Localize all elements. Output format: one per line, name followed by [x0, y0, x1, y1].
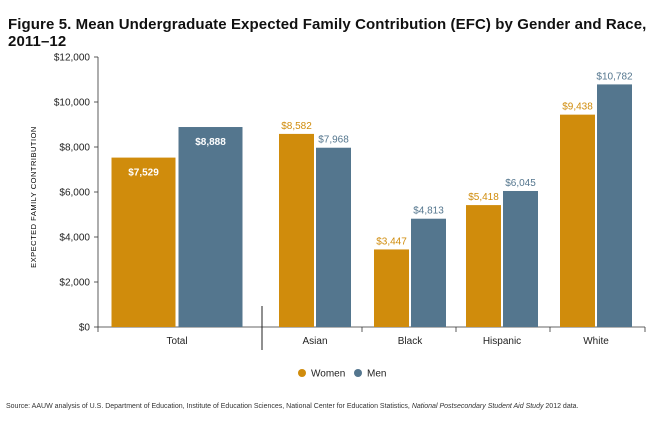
data-label-women-white: $9,438: [562, 102, 593, 113]
x-tick-label: Asian: [302, 336, 327, 347]
legend-marker-men: [354, 369, 362, 377]
legend: Women Men: [298, 369, 386, 380]
x-tick-label: Total: [166, 336, 187, 347]
x-tick-label: Hispanic: [483, 336, 521, 347]
data-label-men-asian: $7,968: [318, 135, 349, 146]
source-text: Source: AAUW analysis of U.S. Department…: [6, 403, 412, 410]
data-label-women-black: $3,447: [376, 236, 407, 247]
y-tick-label: $10,000: [54, 98, 91, 109]
y-tick-label: $4,000: [59, 233, 90, 244]
source-suffix: 2012 data.: [543, 403, 579, 410]
x-tick-label: White: [583, 336, 609, 347]
data-label-men-black: $4,813: [413, 206, 444, 217]
bar-women-black: [374, 249, 409, 327]
y-tick-label: $12,000: [54, 53, 91, 64]
data-label-men-hispanic: $6,045: [505, 178, 536, 189]
bar-women-total: [111, 157, 176, 327]
data-label-men-total: $8,888: [195, 137, 226, 148]
bar-women-hispanic: [466, 205, 501, 327]
source-note: Source: AAUW analysis of U.S. Department…: [6, 403, 651, 410]
data-label-men-white: $10,782: [596, 71, 633, 82]
x-tick-label: Black: [398, 336, 423, 347]
data-label-women-total: $7,529: [128, 168, 159, 179]
legend-marker-women: [298, 369, 306, 377]
bar-men-black: [411, 218, 446, 327]
bar-women-asian: [279, 133, 314, 327]
data-label-layer: $7,529 $8,582 $3,447 $5,418 $9,438 $8,888 $7,9…: [128, 71, 633, 247]
bar-women-white: [560, 114, 595, 328]
y-tick-label: $8,000: [59, 143, 90, 154]
bar-men-white: [597, 84, 632, 327]
y-axis-label: EXPECTED FAMILY CONTRIBUTION: [29, 126, 38, 268]
source-study-name: National Postsecondary Student Aid Study: [411, 403, 544, 410]
legend-label-men: Men: [367, 369, 386, 380]
y-tick-label: $2,000: [59, 278, 90, 289]
bar-men-total: [178, 127, 243, 328]
bar-layer: [111, 84, 632, 328]
y-tick-label: $6,000: [59, 188, 90, 199]
y-tick-label: $0: [79, 323, 91, 334]
bar-men-hispanic: [503, 190, 538, 327]
data-label-women-asian: $8,582: [281, 121, 312, 132]
chart-title: Figure 5. Mean Undergraduate Expected Fa…: [8, 16, 647, 50]
data-label-women-hispanic: $5,418: [468, 192, 499, 203]
bar-men-asian: [316, 147, 351, 327]
legend-label-women: Women: [311, 369, 345, 380]
bar-chart: EXPECTED FAMILY CONTRIBUTION $0 $2,000 $4,…: [29, 53, 646, 380]
